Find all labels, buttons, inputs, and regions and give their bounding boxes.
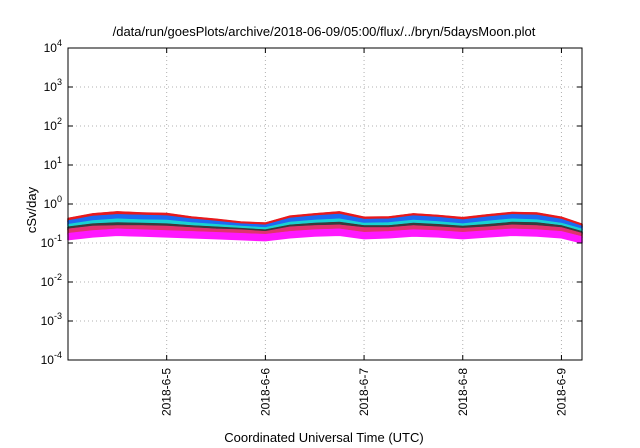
x-tick-label: 2018-6-6 bbox=[258, 368, 272, 416]
ticks: 10-4 10-3 10-2 10-1 100 101 102 103 104 2018-6-5 2… bbox=[41, 38, 582, 416]
grid bbox=[68, 48, 582, 360]
y-tick-label: 101 bbox=[44, 155, 62, 172]
series-line bbox=[67, 211, 583, 226]
y-tick-label: 10-2 bbox=[41, 272, 62, 289]
x-tick-label: 2018-6-5 bbox=[160, 368, 174, 416]
chart-title: /data/run/goesPlots/archive/2018-06-09/0… bbox=[113, 24, 536, 39]
series-line bbox=[67, 221, 583, 234]
y-tick-label: 100 bbox=[44, 194, 62, 211]
series-band bbox=[67, 228, 583, 244]
x-tick-label: 2018-6-7 bbox=[357, 368, 371, 416]
series-layer bbox=[67, 211, 583, 244]
series-line bbox=[67, 218, 583, 231]
y-tick-label: 10-1 bbox=[41, 233, 62, 250]
x-axis-label: Coordinated Universal Time (UTC) bbox=[224, 430, 423, 445]
series-line bbox=[67, 213, 583, 228]
y-tick-label: 103 bbox=[44, 77, 62, 94]
y-tick-label: 10-4 bbox=[41, 350, 62, 367]
y-axis-label: cSv/day bbox=[24, 186, 39, 233]
series-line bbox=[67, 224, 583, 235]
series-line bbox=[67, 228, 583, 239]
y-tick-label: 104 bbox=[44, 38, 62, 55]
y-tick-label: 10-3 bbox=[41, 311, 62, 328]
x-tick-label: 2018-6-9 bbox=[554, 368, 568, 416]
y-tick-label: 102 bbox=[44, 116, 62, 133]
x-tick-label: 2018-6-8 bbox=[456, 368, 470, 416]
